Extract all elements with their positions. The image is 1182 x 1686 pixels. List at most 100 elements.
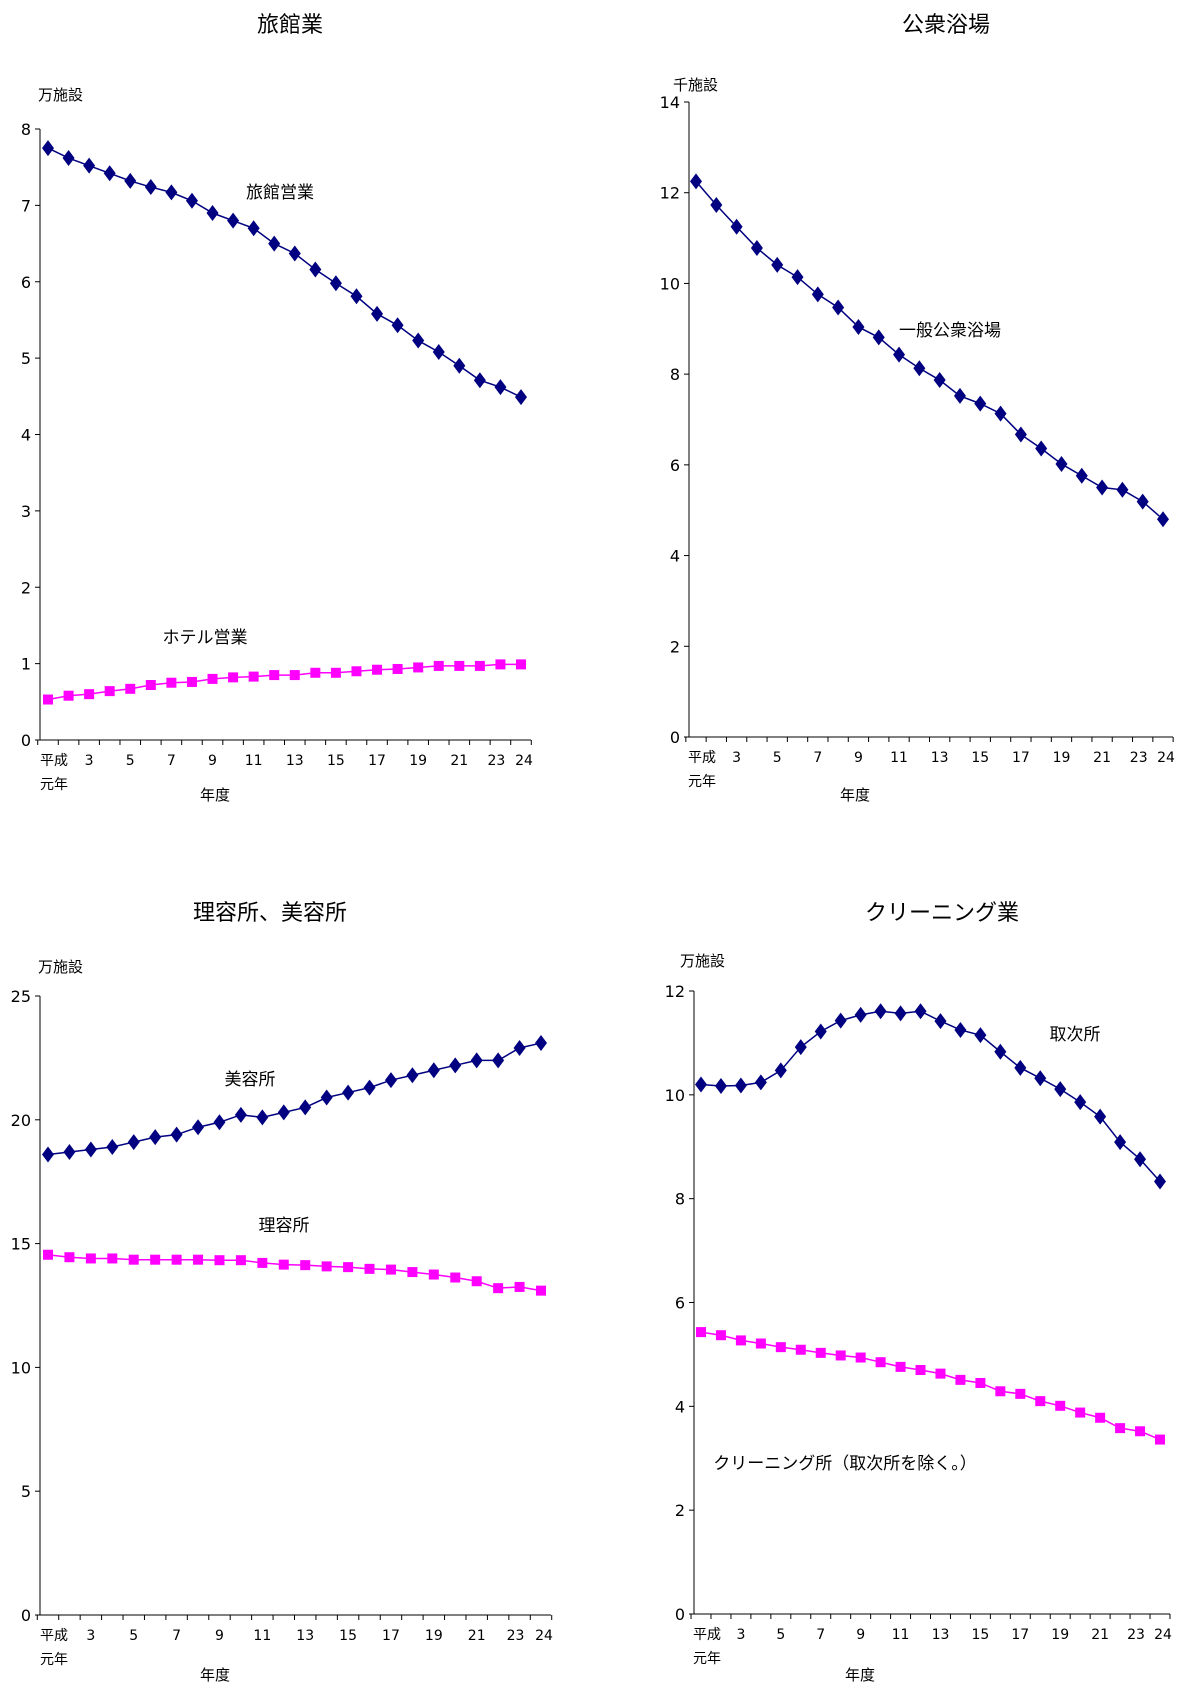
data-point	[1055, 455, 1068, 472]
y-tick-label: 8	[21, 120, 31, 139]
data-point	[471, 1276, 482, 1287]
data-point	[815, 1347, 826, 1358]
x-tick-label: 15	[327, 753, 345, 769]
data-point	[1154, 1173, 1166, 1190]
x-tick-label-first: 平成	[40, 1628, 68, 1644]
x-tick-label-first-line2: 元年	[40, 1652, 68, 1668]
data-point	[774, 1062, 787, 1079]
y-tick-label: 10	[11, 1358, 31, 1377]
data-point	[536, 1285, 546, 1296]
x-tick-label: 13	[932, 1627, 950, 1643]
data-point	[1055, 1400, 1066, 1411]
data-point	[321, 1261, 332, 1272]
data-point	[834, 1012, 847, 1029]
data-point	[406, 1067, 419, 1084]
y-tick-label: 10	[665, 1086, 685, 1105]
data-point	[1136, 493, 1149, 510]
x-tick-label: 17	[1011, 1627, 1029, 1643]
data-point	[248, 671, 259, 682]
data-point	[278, 1259, 289, 1270]
data-point	[754, 1074, 767, 1091]
data-point	[330, 667, 341, 678]
data-point	[104, 686, 115, 697]
data-point	[791, 269, 804, 286]
y-tick-label: 6	[675, 1294, 685, 1313]
data-point	[875, 1357, 886, 1368]
y-tick-label: 25	[11, 987, 31, 1006]
y-tick-label: 12	[660, 184, 680, 203]
data-point	[149, 1129, 162, 1146]
data-point	[934, 1013, 947, 1030]
data-point	[63, 1143, 76, 1160]
x-tick-label: 11	[890, 750, 908, 766]
data-point	[144, 179, 157, 196]
data-point	[1135, 1426, 1146, 1437]
y-tick-label: 2	[670, 637, 680, 656]
data-point	[63, 690, 74, 701]
data-point	[268, 235, 281, 252]
data-point	[372, 664, 383, 675]
data-point	[277, 1104, 290, 1121]
x-tick-label: 24	[1157, 750, 1175, 766]
data-point	[1015, 1388, 1026, 1399]
x-tick-label-first: 平成	[693, 1627, 721, 1643]
data-point	[494, 379, 507, 396]
data-point	[515, 389, 527, 406]
data-point	[854, 1006, 867, 1023]
data-point	[933, 372, 946, 389]
data-point	[734, 1077, 747, 1094]
data-point	[43, 694, 53, 705]
data-point	[107, 1253, 118, 1264]
series-label: 旅館営業	[246, 183, 314, 203]
x-tick-label: 19	[409, 753, 427, 769]
data-point	[384, 1072, 397, 1089]
y-tick-label: 5	[21, 1482, 31, 1501]
y-tick-label: 0	[675, 1605, 685, 1624]
x-tick-label-first-line2: 元年	[693, 1651, 721, 1667]
data-point	[473, 372, 486, 389]
x-tick-label: 7	[167, 753, 176, 769]
data-point	[516, 659, 526, 670]
data-point	[256, 1109, 269, 1126]
data-point	[535, 1035, 547, 1052]
y-tick-label: 8	[675, 1190, 685, 1209]
x-tick-label: 19	[425, 1628, 443, 1644]
data-point	[1155, 1434, 1165, 1445]
x-tick-label: 21	[450, 753, 468, 769]
data-point	[915, 1364, 926, 1375]
data-point	[343, 1262, 354, 1273]
y-unit-label: 万施設	[38, 86, 83, 104]
data-point	[1094, 1108, 1107, 1125]
x-tick-label-first: 平成	[688, 750, 716, 766]
x-tick-label: 5	[129, 1628, 138, 1644]
x-tick-label: 15	[339, 1628, 357, 1644]
x-tick-label: 5	[776, 1627, 785, 1643]
data-point	[695, 1076, 707, 1093]
series-label: 美容所	[225, 1070, 276, 1090]
x-tick-label: 24	[535, 1628, 553, 1644]
data-point	[1157, 511, 1169, 528]
data-point	[715, 1330, 726, 1341]
y-tick-label: 0	[670, 728, 680, 747]
y-tick-label: 6	[21, 273, 31, 292]
series-label: 理容所	[259, 1216, 310, 1236]
chart-title: クリーニング業	[865, 901, 1019, 926]
x-tick-label: 17	[382, 1628, 400, 1644]
y-tick-label: 20	[11, 1111, 31, 1130]
series-label: 取次所	[1050, 1025, 1101, 1045]
series-label: 一般公衆浴場	[899, 321, 1001, 341]
data-point	[1074, 1094, 1087, 1111]
y-tick-label: 7	[21, 196, 31, 215]
data-point	[954, 1021, 967, 1038]
data-point	[1096, 479, 1109, 496]
y-unit-label: 万施設	[38, 958, 83, 976]
data-point	[775, 1342, 786, 1353]
x-tick-label: 11	[245, 753, 263, 769]
data-point	[935, 1368, 946, 1379]
data-point	[855, 1352, 866, 1363]
data-point	[913, 360, 926, 377]
series-line	[47, 1042, 542, 1156]
